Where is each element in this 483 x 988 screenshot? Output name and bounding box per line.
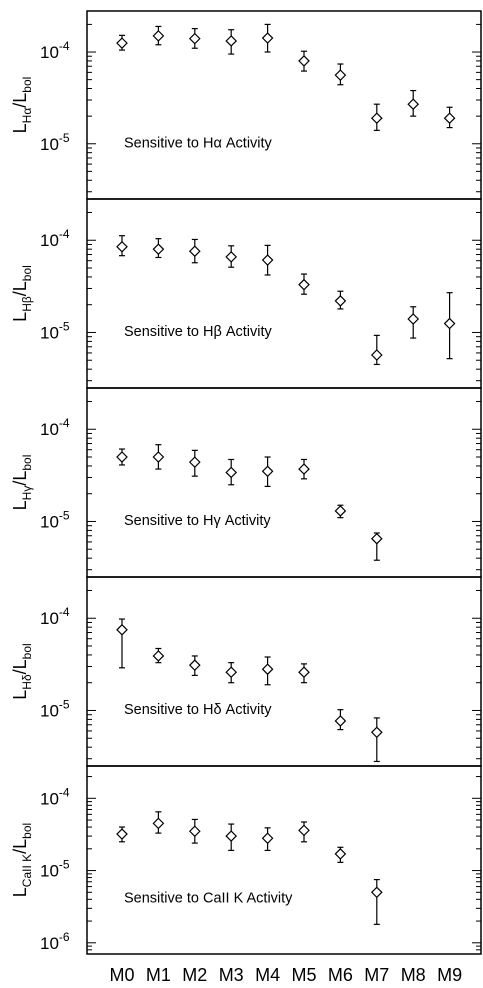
data-point [298, 278, 310, 291]
data-point [370, 886, 383, 899]
data-point [225, 251, 238, 263]
data-point [188, 245, 201, 258]
y-tick-label: 10-5 [40, 131, 70, 154]
panel-2-frame [86, 198, 482, 389]
y-axis-label: LHδ/Lbol [10, 643, 34, 699]
y-tick-label: 10-4 [40, 416, 70, 439]
data-point [116, 37, 128, 49]
y-tick-label: 10-4 [40, 605, 70, 628]
x-tick-label: M1 [146, 965, 171, 985]
y-tick-label: 10-5 [40, 508, 70, 531]
panel-annotation: Sensitive to Hδ Activity [124, 702, 272, 718]
data-point [334, 715, 347, 727]
panel-4-frame [86, 576, 482, 767]
x-tick-label: M4 [255, 965, 280, 985]
y-tick-label: 10-4 [40, 227, 70, 250]
data-point [298, 824, 310, 837]
x-tick-label: M7 [364, 965, 389, 985]
data-point [225, 830, 238, 842]
y-tick-label: 10-5 [40, 858, 70, 881]
y-tick-label: 10-6 [40, 930, 70, 953]
y-axis-label: LHβ/Lbol [10, 265, 34, 322]
y-tick-label: 10-5 [40, 319, 70, 342]
data-point [443, 112, 456, 125]
data-point [298, 55, 310, 67]
panel-annotation: Sensitive to CaII K Activity [124, 890, 293, 906]
data-point [370, 349, 383, 361]
x-tick-label: M2 [182, 965, 207, 985]
data-point [116, 451, 128, 463]
x-tick-label: M8 [401, 965, 426, 985]
y-tick-label: 10-4 [40, 785, 70, 808]
data-point [116, 623, 128, 636]
data-point [334, 69, 347, 81]
panel-3-frame [86, 387, 482, 578]
data-point [334, 295, 347, 307]
data-point [370, 112, 383, 125]
data-point [152, 30, 165, 42]
data-point [188, 659, 201, 672]
data-point [116, 240, 128, 253]
data-point [152, 451, 165, 463]
y-axis-label: LHγ/Lbol [10, 455, 34, 511]
x-tick-label: M3 [219, 965, 244, 985]
data-point [188, 456, 201, 468]
data-point [116, 828, 128, 840]
x-tick-label: M0 [109, 965, 134, 985]
data-point [261, 465, 274, 478]
x-tick-label: M9 [437, 965, 462, 985]
data-point [225, 35, 238, 47]
data-point [261, 32, 274, 44]
x-tick-label: M5 [291, 965, 316, 985]
y-tick-label: 10-5 [40, 697, 70, 720]
data-point [152, 650, 165, 662]
panel-1-frame [86, 10, 482, 200]
data-point [334, 505, 347, 517]
panel-5-frame [86, 765, 482, 955]
data-point [261, 254, 274, 266]
data-point [370, 726, 383, 739]
panel-annotation: Sensitive to Hβ Activity [124, 324, 272, 340]
y-tick-label: 10-4 [40, 39, 70, 62]
data-point [225, 466, 238, 479]
panel-annotation: Sensitive to Hγ Activity [124, 513, 271, 529]
data-point [261, 832, 274, 845]
data-point [334, 848, 347, 860]
data-point [261, 663, 274, 676]
data-point [443, 317, 456, 330]
panel-annotation: Sensitive to Hα Activity [124, 135, 273, 151]
data-point [152, 243, 165, 256]
data-point [225, 666, 238, 679]
y-axis-label: LCaII K/Lbol [10, 823, 34, 897]
data-point [407, 313, 420, 325]
data-point [298, 463, 310, 475]
data-point [370, 532, 383, 545]
data-point [407, 98, 420, 111]
y-axis-label: LHα/Lbol [10, 77, 34, 134]
data-point [188, 825, 201, 838]
data-point [188, 32, 201, 45]
x-tick-label: M6 [328, 965, 353, 985]
data-point [298, 666, 310, 679]
data-point [152, 817, 165, 830]
